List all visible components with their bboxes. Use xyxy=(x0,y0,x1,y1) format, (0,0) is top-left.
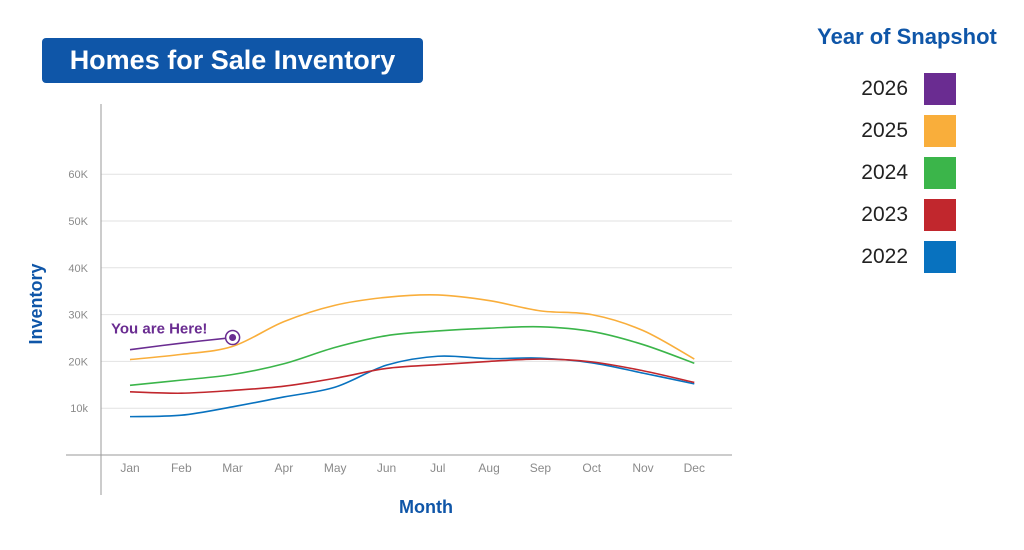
series-line-2022 xyxy=(129,355,695,418)
legend-title: Year of Snapshot xyxy=(817,24,997,49)
x-tick-label: Feb xyxy=(171,461,192,475)
legend-swatch-2026 xyxy=(924,73,956,105)
y-tick-label: 50K xyxy=(68,216,88,228)
series-line-2025 xyxy=(129,294,695,361)
legend-swatch-2024 xyxy=(924,157,956,189)
series-line-2026 xyxy=(129,336,233,351)
x-axis-title: Month xyxy=(399,497,453,517)
x-tick-label: Aug xyxy=(478,461,499,475)
x-tick-label: Nov xyxy=(632,461,653,475)
x-tick-label: May xyxy=(324,461,347,475)
x-tick-label: Sep xyxy=(530,461,552,475)
y-axis-title: Inventory xyxy=(26,263,46,344)
series-line-2024 xyxy=(129,325,695,387)
y-tick-label: 40K xyxy=(68,263,88,275)
x-tick-label: Jun xyxy=(377,461,396,475)
legend-label-2023: 2023 xyxy=(861,203,908,226)
you-are-here-label: You are Here! xyxy=(111,321,207,338)
x-tick-label: Jul xyxy=(430,461,445,475)
legend-swatch-2022 xyxy=(924,241,956,273)
legend-swatch-2025 xyxy=(924,115,956,147)
legend-label-2022: 2022 xyxy=(861,245,908,268)
chart-title: Homes for Sale Inventory xyxy=(69,45,396,75)
y-tick-label: 30K xyxy=(68,310,88,322)
chart-title-box: Homes for Sale Inventory xyxy=(42,38,423,83)
x-tick-label: Mar xyxy=(222,461,243,475)
x-tick-label: Dec xyxy=(684,461,705,475)
legend-label-2024: 2024 xyxy=(861,161,908,184)
you-are-here-marker-dot xyxy=(229,334,237,342)
y-tick-label: 60K xyxy=(68,169,88,181)
series-line-2023 xyxy=(129,358,695,395)
x-tick-label: Jan xyxy=(120,461,139,475)
y-tick-label: 20K xyxy=(68,356,88,368)
legend-label-2026: 2026 xyxy=(861,77,908,100)
legend-swatch-2023 xyxy=(924,199,956,231)
x-tick-label: Oct xyxy=(582,461,601,475)
x-tick-label: Apr xyxy=(275,461,294,475)
y-tick-label: 10k xyxy=(70,403,88,415)
legend-label-2025: 2025 xyxy=(861,119,908,142)
